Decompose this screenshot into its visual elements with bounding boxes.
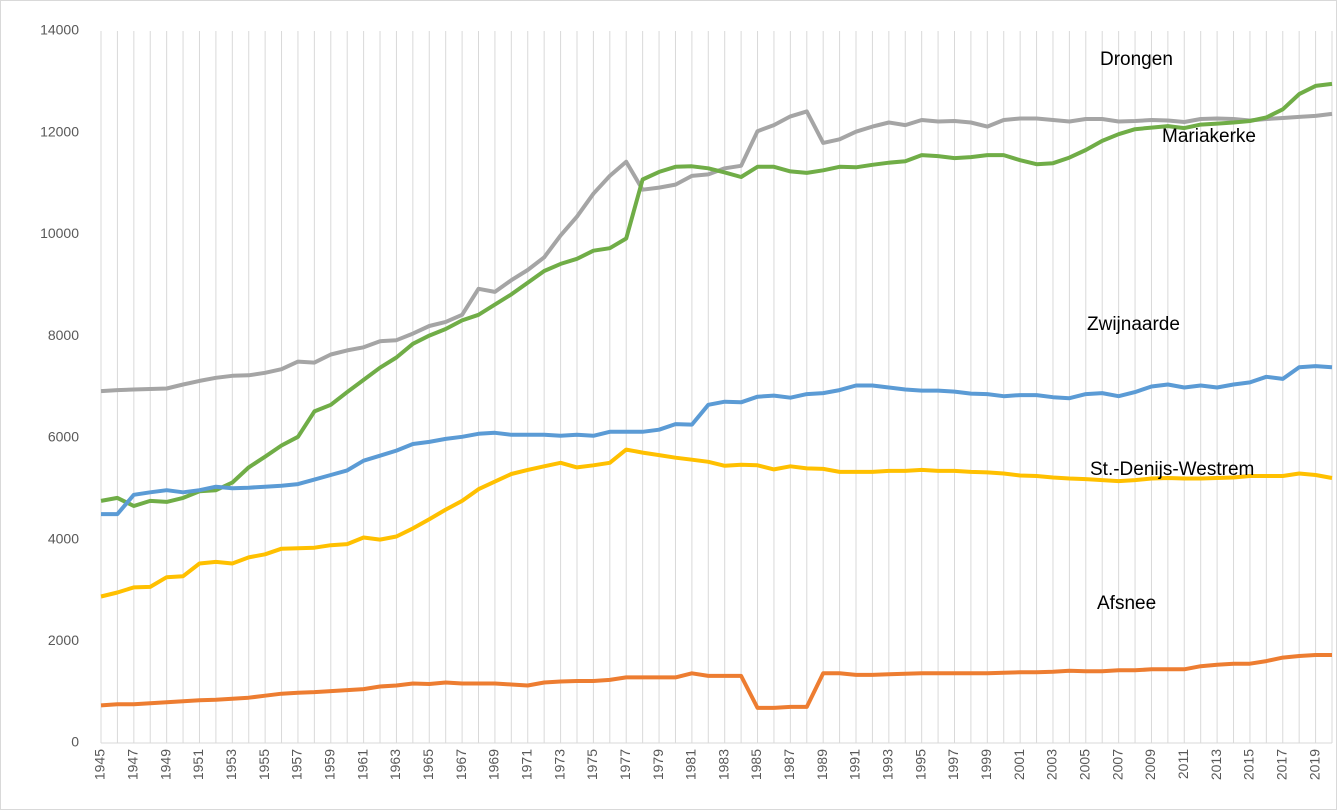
y-tick-label: 14000 xyxy=(40,22,79,38)
x-tick-label: 2003 xyxy=(1044,749,1060,780)
y-tick-label: 8000 xyxy=(48,327,79,343)
x-tick-label: 1999 xyxy=(978,749,994,780)
x-tick-label: 1949 xyxy=(157,749,173,780)
x-tick-label: 2007 xyxy=(1109,749,1125,780)
y-tick-label: 10000 xyxy=(40,225,79,241)
x-tick-label: 1945 xyxy=(92,749,108,780)
x-tick-label: 1961 xyxy=(354,749,370,780)
x-tick-label: 2019 xyxy=(1306,749,1322,780)
x-tick-label: 2009 xyxy=(1142,749,1158,780)
x-tick-label: 1975 xyxy=(584,749,600,780)
series-line xyxy=(100,447,1333,599)
y-tick-label: 6000 xyxy=(48,429,79,445)
x-tick-label: 1959 xyxy=(321,749,337,780)
x-tick-label: 1989 xyxy=(814,749,830,780)
y-tick-label: 2000 xyxy=(48,632,79,648)
x-tick-label: 1993 xyxy=(880,749,896,780)
x-tick-label: 1957 xyxy=(289,749,305,780)
x-tick-label: 1969 xyxy=(486,749,502,780)
series-label: St.-Denijs-Westrem xyxy=(1090,459,1254,480)
x-tick-label: 2005 xyxy=(1077,749,1093,780)
series-label: Zwijnaarde xyxy=(1087,314,1180,335)
x-tick-label: 1955 xyxy=(256,749,272,780)
y-tick-label: 4000 xyxy=(48,530,79,546)
x-tick-label: 1967 xyxy=(453,749,469,780)
x-tick-label: 1965 xyxy=(420,749,436,780)
x-tick-label: 1977 xyxy=(617,749,633,780)
series-label: Mariakerke xyxy=(1162,126,1256,147)
series-label: Drongen xyxy=(1100,49,1173,70)
x-tick-label: 1973 xyxy=(551,749,567,780)
series-line xyxy=(100,81,1333,508)
x-tick-label: 1985 xyxy=(748,749,764,780)
x-tick-label: 1971 xyxy=(518,749,534,780)
x-tick-label: 1995 xyxy=(912,749,928,780)
x-tick-label: 2015 xyxy=(1241,749,1257,780)
x-tick-label: 2013 xyxy=(1208,749,1224,780)
series-label: Afsnee xyxy=(1097,593,1156,614)
series-line xyxy=(100,653,1332,710)
x-tick-label: 2011 xyxy=(1175,749,1191,779)
y-tick-label: 0 xyxy=(71,734,79,750)
x-tick-label: 2017 xyxy=(1273,749,1289,780)
x-tick-label: 1947 xyxy=(125,749,141,780)
x-tick-label: 1987 xyxy=(781,749,797,780)
x-tick-label: 1981 xyxy=(683,749,699,780)
x-tick-label: 1983 xyxy=(715,749,731,780)
x-tick-label: 1997 xyxy=(945,749,961,780)
x-tick-label: 2001 xyxy=(1011,749,1027,780)
x-tick-label: 1951 xyxy=(190,749,206,780)
x-tick-label: 1953 xyxy=(223,749,239,780)
series-line xyxy=(101,364,1333,517)
x-tick-label: 1979 xyxy=(650,749,666,780)
y-tick-label: 12000 xyxy=(40,123,79,139)
x-tick-label: 1963 xyxy=(387,749,403,780)
x-tick-label: 1991 xyxy=(847,749,863,780)
